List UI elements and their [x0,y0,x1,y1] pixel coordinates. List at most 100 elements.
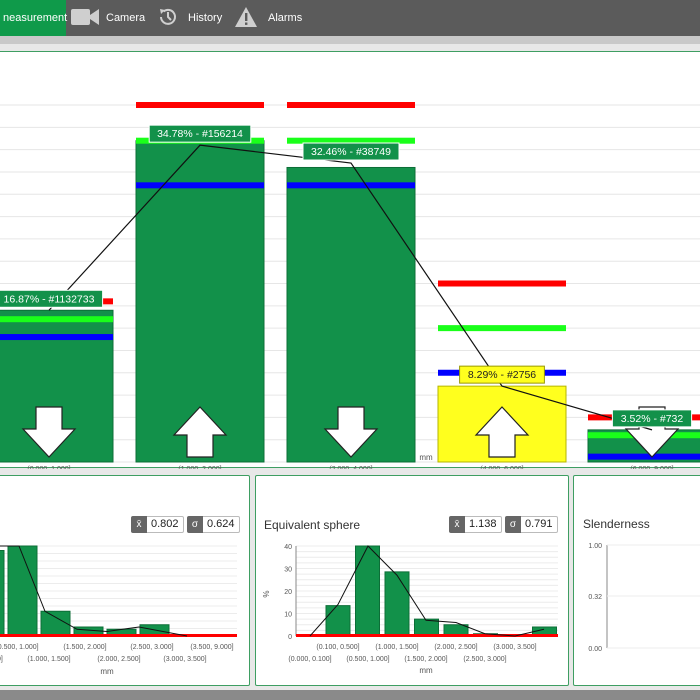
tab-measurement-label: neasurement [3,12,68,24]
trend-line [0,545,188,637]
panel-title: Equivalent sphere [264,518,361,532]
tab-camera[interactable]: Camera [70,0,145,36]
main-x-axis-label: mm [419,453,433,462]
histogram-bar [325,605,351,637]
histogram-bar [355,545,380,637]
tab-history[interactable]: History [157,0,222,36]
x-tick-label: (1.500, 2.000] [63,644,106,651]
mid-y-axis-label: % [262,590,271,597]
mid-mean-value: 1.138 [465,516,502,533]
data-label: 3.52% - #732 [621,413,684,425]
panel-equivalent-sphere: Equivalent sphere x̄ 1.138 σ 0.791 40 30 2… [255,475,569,686]
histogram-bar [7,545,38,637]
y-tick-label: 40 [284,544,292,551]
arrow-down-icon [21,406,77,458]
data-label: 8.29% - #2756 [468,369,536,381]
left-sigma-stat: σ 0.624 [187,516,240,533]
x-tick-label: (2.000, 2.500] [97,656,140,663]
data-label-box [459,365,545,384]
main-histogram-panel: 16.87% - #1132733 34.78% - #156214 32.46% … [0,51,700,473]
y-tick-label: 0 [288,634,292,641]
x-tick-label: (2.500, 3.000] [463,656,506,663]
histogram-bar [384,571,410,637]
main-x-tick-label: (0.000, 1.000] [27,466,70,469]
left-mean-value: 0.802 [147,516,184,533]
arrow-down-icon [323,406,379,458]
x-tick-label: (3.500, 9.000] [190,644,233,651]
x-tick-label: .500] [0,656,3,663]
main-arrows [21,406,680,458]
warning-limit-line [438,325,566,332]
mean-line [0,334,113,341]
right-axes: 1.00 0.32 0.00 [588,543,700,653]
trend-line [309,545,545,637]
arrow-up-icon [474,406,530,458]
main-x-tick-label: (2.000, 4.000] [329,466,372,469]
left-histogram-chart: (0.500, 1.000] (1.500, 2.000] (2.500, 3.00… [0,545,237,676]
bottom-status-strip [0,690,700,700]
left-x-ticks: (0.500, 1.000] (1.500, 2.000] (2.500, 3.00… [0,644,234,663]
data-label-box [148,124,252,143]
slenderness-chart: 1.00 0.32 0.00 [588,543,700,653]
mid-x-axis-label: mm [419,666,433,675]
warning-limit-line [0,316,113,323]
mid-y-ticks: 40 30 20 10 0 [284,544,292,641]
x-tick-label: (0.000, 0.100] [288,656,331,663]
x-tick-label: (1.000, 1.500] [375,644,418,651]
mid-sigma-value: 0.791 [521,516,558,533]
mid-trend-line [309,545,545,637]
nav-divider [0,36,700,44]
histogram-bar [414,618,439,637]
trend-line [48,144,653,431]
panel-title: Slenderness [583,517,650,531]
left-mean-stat: x̄ 0.802 [131,516,184,533]
data-label: 32.46% - #38749 [311,146,391,158]
mid-x-ticks: (0.100, 0.500] (1.000, 1.500] (2.000, 2.50… [288,644,536,663]
panel-slenderness: Slenderness 1.00 0.32 0.00 [573,475,700,686]
y-tick-label: 0.00 [588,646,602,653]
panel-left: x̄ 0.802 σ 0.624 (0.500, 1.000] (1.500, 2… [0,475,250,686]
baseline-limit-line [0,634,237,637]
data-label-box [611,409,693,428]
left-x-axis-label: mm [100,667,114,676]
main-x-tick-label: (1.000, 2.000] [178,466,221,469]
warning-limit-line [287,137,415,144]
x-tick-label: (2.000, 2.500] [434,644,477,651]
main-x-tick-label: (6.000, 9.000] [630,466,673,469]
x-tick-label: (1.000, 1.500] [27,656,70,663]
main-histogram-chart: 16.87% - #1132733 34.78% - #156214 32.46% … [0,102,700,473]
x-tick-label: (0.100, 0.500] [316,644,359,651]
video-camera-icon [70,6,100,31]
x-tick-label: (2.500, 3.000] [130,644,173,651]
upper-limit-line [438,280,566,287]
main-x-tick-label: (4.000, 6.000] [480,466,523,469]
data-label: 34.78% - #156214 [157,128,243,140]
mid-sigma-stat: σ 0.791 [505,516,558,533]
top-nav: neasurement Camera History [0,0,700,36]
mean-line [588,453,700,460]
tab-alarms-label: Alarms [268,12,303,24]
mean-line [136,182,264,189]
main-trend-line [48,144,653,431]
tab-alarms[interactable]: Alarms [234,0,302,36]
mid-mean-stat: x̄ 1.138 [449,516,502,533]
warning-icon [234,6,258,31]
histogram-bar [0,550,5,637]
main-x-ticks: (0.000, 1.000] (1.000, 2.000] (2.000, 4.00… [27,466,673,473]
data-label: 16.87% - #1132733 [4,293,95,305]
upper-limit-line [287,102,415,108]
tab-camera-label: Camera [106,12,146,24]
baseline-limit-line [296,634,558,637]
mean-symbol: x̄ [131,516,147,533]
y-tick-label: 10 [284,612,292,619]
x-tick-label: (3.000, 3.500] [163,656,206,663]
y-tick-label: 0.32 [588,594,602,601]
tab-history-label: History [188,12,223,24]
sigma-symbol: σ [505,516,521,533]
x-tick-label: (1.500, 2.000] [404,656,447,663]
tab-measurement[interactable]: neasurement [0,0,68,36]
x-tick-label: (0.500, 1.000] [0,644,39,651]
equivalent-sphere-chart: 40 30 20 10 0 (0.100, 0.500] (1.000, 1.500] (2… [262,544,558,675]
data-label-box [0,289,104,308]
